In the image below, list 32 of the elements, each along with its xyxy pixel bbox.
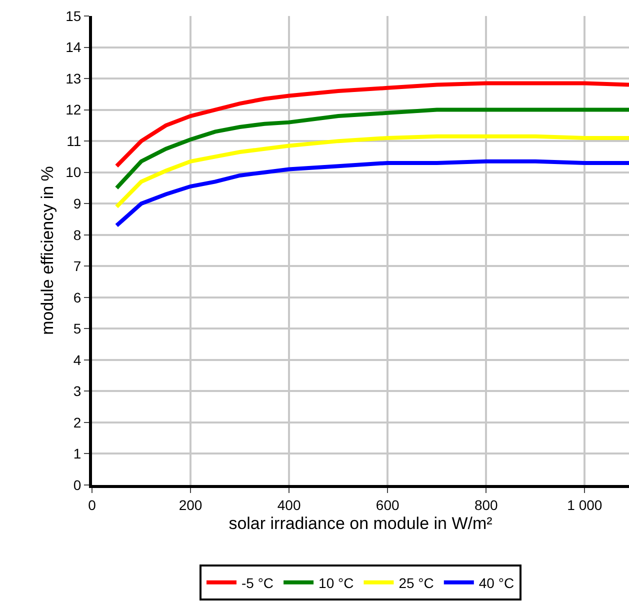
y-tick-label: 7: [73, 258, 82, 274]
y-tick-label: 10: [66, 164, 82, 180]
x-tick-label: 0: [88, 496, 96, 513]
y-axis-title: module efficiency in %: [38, 166, 58, 335]
y-tick-label: 0: [73, 476, 82, 493]
line-series: [114, 81, 629, 168]
x-axis-title: solar irradiance on module in W/m²: [228, 514, 493, 534]
legend-label: 40 °C: [478, 574, 514, 591]
y-tick-label: 4: [73, 352, 82, 368]
legend-label: 25 °C: [398, 574, 434, 591]
y-tick-label: 11: [66, 132, 82, 149]
x-tick-label: 1 000: [567, 496, 602, 513]
y-tick-label: 14: [66, 39, 82, 56]
legend-label: 10 °C: [318, 574, 354, 591]
line-series: [114, 134, 629, 209]
y-tick-label: 5: [73, 320, 82, 337]
x-tick-label: 600: [376, 496, 400, 513]
x-tick-label: 200: [178, 496, 202, 513]
y-tick-label: 15: [66, 8, 82, 24]
y-tick-label: 3: [73, 383, 82, 400]
y-tick-label: 2: [73, 414, 82, 430]
x-tick-label: 800: [474, 496, 498, 513]
y-tick-label: 6: [73, 289, 82, 306]
legend-label: -5 °C: [242, 574, 274, 591]
y-tick-label: 1: [73, 446, 82, 462]
y-tick-label: 13: [66, 70, 82, 86]
y-tick-label: 8: [73, 226, 82, 243]
y-tick-label: 12: [66, 102, 82, 118]
line-series: [114, 159, 629, 228]
line-series: [114, 108, 629, 190]
y-tick-label: 9: [73, 196, 82, 212]
x-tick-label: 400: [277, 496, 301, 513]
